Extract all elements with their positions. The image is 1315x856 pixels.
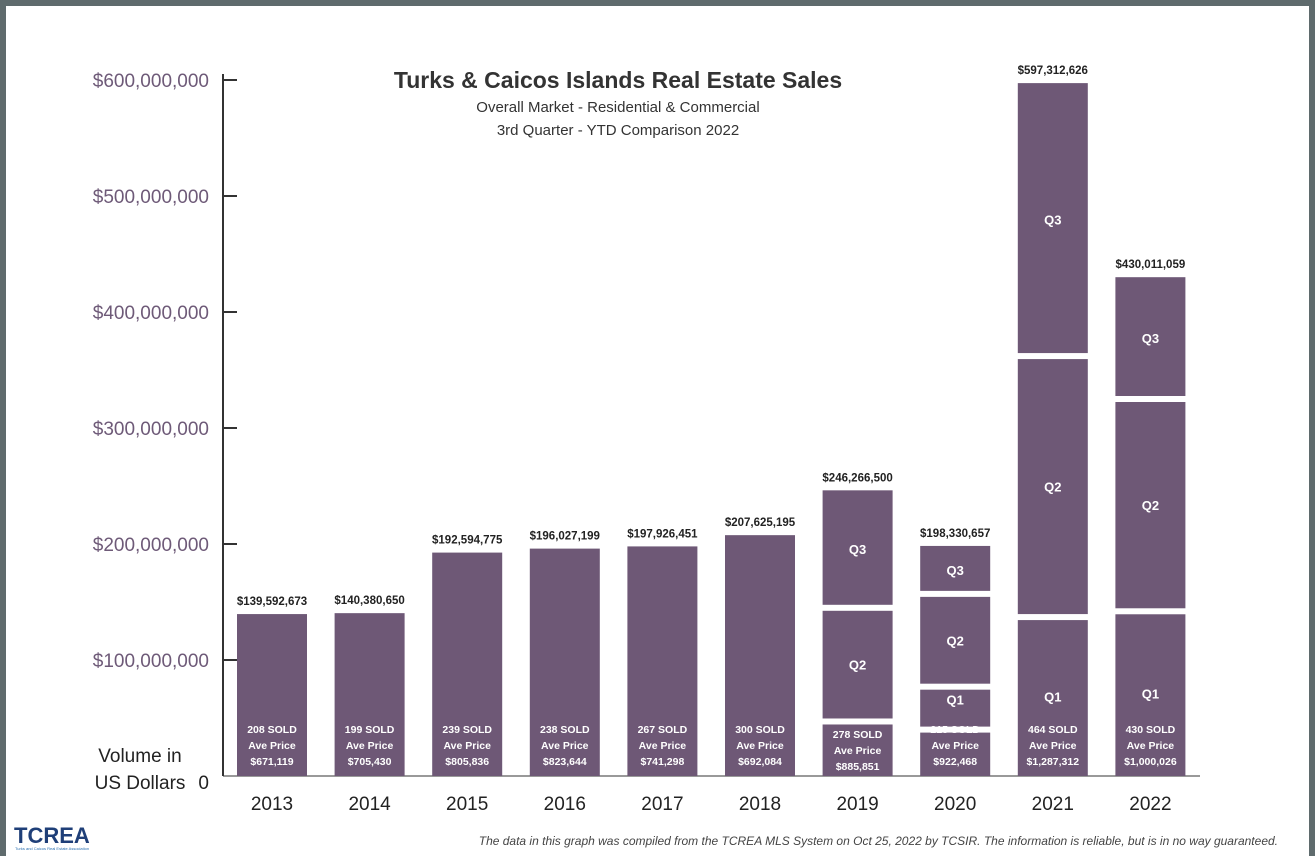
y-axis-label-line1: Volume in	[98, 746, 181, 767]
quarter-label: Q2	[1142, 498, 1159, 513]
bar-total-label: $139,592,673	[237, 596, 307, 608]
sold-count-label: 238 SOLD	[540, 724, 590, 736]
chart-title: Turks & Caicos Islands Real Estate Sales	[394, 67, 842, 93]
bar-total-label: $246,266,500	[822, 472, 892, 484]
quarter-label: Q1	[1142, 687, 1159, 702]
tcrea-logo-tagline: Turks and Caicos Real Estate Association	[15, 846, 89, 851]
chart-subtitle-2: 3rd Quarter - YTD Comparison 2022	[497, 122, 739, 139]
footer-disclaimer: The data in this graph was compiled from…	[479, 834, 1278, 848]
sold-count-label: 430 SOLD	[1126, 724, 1176, 736]
chart-subtitle: Overall Market - Residential & Commercia…	[476, 99, 759, 116]
x-tick-label: 2022	[1129, 794, 1171, 815]
ave-price-value: $823,644	[543, 756, 587, 768]
ave-price-caption: Ave Price	[346, 740, 394, 752]
quarter-label: Q2	[849, 658, 866, 673]
y-tick-label: $400,000,000	[93, 303, 209, 324]
bar-segment	[822, 610, 893, 719]
ave-price-value: $1,287,312	[1027, 756, 1080, 768]
ave-price-caption: Ave Price	[541, 740, 589, 752]
tcrea-logo-text: TCREA	[14, 823, 90, 848]
bar	[237, 614, 307, 776]
bar-segment	[1115, 402, 1186, 609]
ave-price-value: $922,468	[933, 756, 977, 768]
bar	[432, 552, 503, 776]
x-tick-label: 2021	[1032, 794, 1074, 815]
bar-segment	[1017, 359, 1088, 615]
bar	[334, 613, 405, 776]
quarter-label: Q2	[947, 633, 964, 648]
ave-price-value: $692,084	[738, 756, 782, 768]
quarter-label: Q3	[1142, 331, 1159, 346]
ave-price-value: $705,430	[348, 756, 392, 768]
bar	[529, 548, 600, 776]
bar	[725, 535, 795, 776]
y-tick-label: $300,000,000	[93, 419, 209, 440]
sold-count-label: 278 SOLD	[833, 729, 883, 741]
bar-segment	[1017, 83, 1088, 354]
bar-total-label: $430,011,059	[1116, 259, 1186, 271]
sold-count-label: 215 SOLD	[930, 724, 980, 736]
bar-total-label: $197,926,451	[627, 528, 698, 540]
ave-price-value: $1,000,026	[1124, 756, 1177, 768]
ave-price-caption: Ave Price	[834, 745, 882, 757]
ave-price-caption: Ave Price	[639, 740, 687, 752]
bar-segment	[1115, 614, 1186, 776]
sold-count-label: 300 SOLD	[735, 724, 785, 736]
y-tick-label: $500,000,000	[93, 187, 209, 208]
ave-price-value: $885,851	[836, 761, 880, 773]
quarter-label: Q1	[947, 693, 964, 708]
y-tick-label: 0	[198, 773, 209, 794]
x-tick-label: 2018	[739, 794, 781, 815]
x-tick-label: 2017	[641, 794, 683, 815]
ave-price-caption: Ave Price	[248, 740, 296, 752]
ave-price-caption: Ave Price	[931, 740, 979, 752]
x-tick-label: 2019	[836, 794, 878, 815]
bar-segment	[1017, 620, 1088, 776]
y-tick-label: $600,000,000	[93, 71, 209, 92]
bar-segment	[920, 732, 991, 776]
bar-segment	[1115, 277, 1186, 396]
bar-segment	[822, 490, 893, 605]
bar-segment	[920, 689, 991, 727]
bar-total-label: $207,625,195	[725, 517, 796, 529]
x-tick-label: 2016	[544, 794, 586, 815]
quarter-label: Q2	[1044, 480, 1061, 495]
bar	[627, 546, 698, 776]
x-tick-label: 2020	[934, 794, 976, 815]
ave-price-caption: Ave Price	[1127, 740, 1175, 752]
bar-total-label: $597,312,626	[1018, 65, 1088, 77]
sold-count-label: 239 SOLD	[442, 724, 492, 736]
y-axis-label-line2: US Dollars	[95, 773, 186, 794]
ave-price-value: $741,298	[641, 756, 685, 768]
bar-segment	[920, 596, 991, 684]
ave-price-value: $805,836	[445, 756, 489, 768]
quarter-label: Q1	[1044, 690, 1061, 705]
bar-total-label: $196,027,199	[530, 531, 600, 543]
x-tick-label: 2013	[251, 794, 293, 815]
bar-total-label: $192,594,775	[432, 535, 503, 547]
ave-price-caption: Ave Price	[1029, 740, 1077, 752]
quarter-label: Q3	[849, 542, 866, 557]
tcrea-logo: TCREA Turks and Caicos Real Estate Assoc…	[14, 823, 90, 851]
sold-count-label: 208 SOLD	[247, 724, 297, 736]
bar-segment	[822, 724, 893, 776]
quarter-label: Q3	[1044, 213, 1061, 228]
y-tick-label: $100,000,000	[93, 651, 209, 672]
y-tick-label: $200,000,000	[93, 535, 209, 556]
sold-count-label: 267 SOLD	[638, 724, 688, 736]
bar-total-label: $198,330,657	[920, 528, 990, 540]
sold-count-label: 199 SOLD	[345, 724, 395, 736]
bar-segment	[920, 545, 991, 591]
ave-price-caption: Ave Price	[443, 740, 491, 752]
x-tick-label: 2015	[446, 794, 488, 815]
x-tick-label: 2014	[348, 794, 391, 815]
quarter-label: Q3	[947, 563, 964, 578]
ave-price-caption: Ave Price	[736, 740, 784, 752]
bar-total-label: $140,380,650	[334, 595, 404, 607]
sold-count-label: 464 SOLD	[1028, 724, 1078, 736]
ave-price-value: $671,119	[250, 756, 293, 768]
